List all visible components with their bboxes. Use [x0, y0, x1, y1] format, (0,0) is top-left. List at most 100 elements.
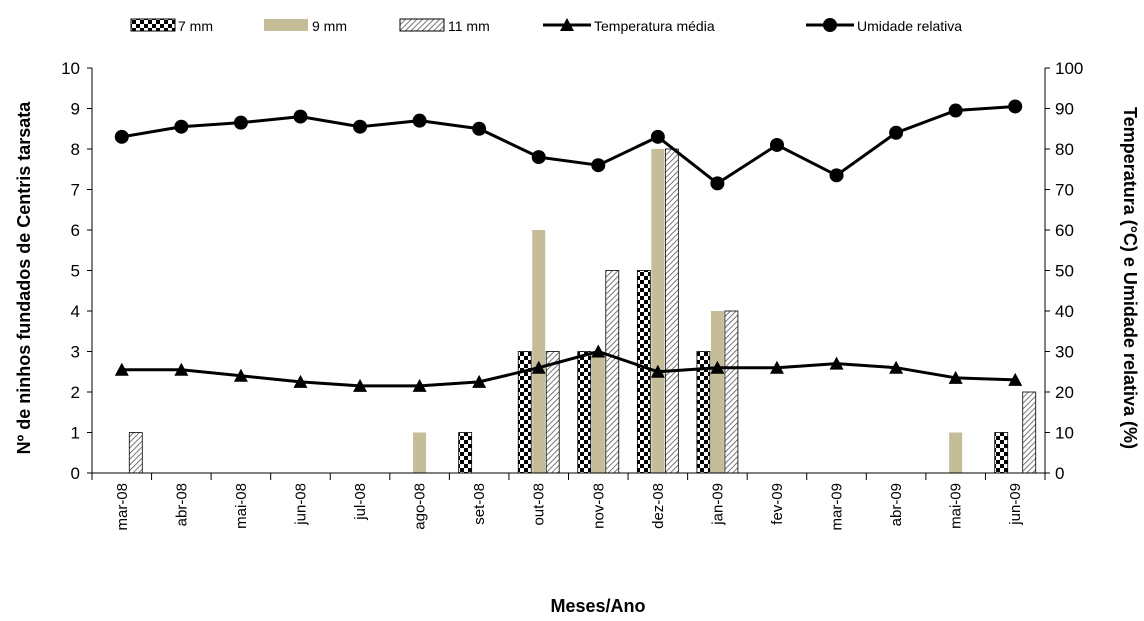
y-tick-label: 0 — [71, 464, 80, 483]
humidity-point-jul-08 — [353, 119, 368, 134]
y2-axis-title: Temperatura (°C) e Umidade relativa (%) — [1120, 107, 1140, 449]
humidity-point-mar-09 — [829, 168, 844, 183]
legend-swatch-9mm — [264, 19, 308, 31]
humidity-line — [121, 104, 1016, 185]
temperature-point-jul-08 — [353, 378, 368, 392]
bar-7mm-jun-09 — [994, 432, 1009, 474]
bar-9mm-jan-09 — [710, 311, 724, 473]
legend-label-umidade: Umidade relativa — [857, 18, 962, 34]
legend-swatch-7mm — [130, 18, 176, 32]
temperature-point-set-08 — [472, 374, 487, 388]
y-tick-label: 3 — [71, 343, 80, 362]
bar-7mm-nov-08 — [577, 351, 592, 474]
y2-tick-label: 40 — [1055, 302, 1074, 321]
temperature-point-jan-09 — [710, 360, 725, 374]
y2-tick-label: 90 — [1055, 100, 1074, 119]
x-tick-label: abr-08 — [173, 483, 190, 526]
humidity-point-mar-08 — [114, 129, 129, 144]
temperature-point-abr-09 — [889, 360, 904, 374]
x-tick-label: fev-09 — [769, 483, 786, 525]
bar-9mm-mai-09 — [949, 432, 963, 473]
y-tick-label: 10 — [61, 59, 80, 78]
legend-label-9mm: 9 mm — [312, 18, 347, 34]
x-tick-label: jul-08 — [352, 483, 369, 521]
bar-7mm-dez-08 — [636, 270, 651, 474]
y-tick-label: 7 — [71, 181, 80, 200]
legend-label-7mm: 7 mm — [178, 18, 213, 34]
bar-9mm-dez-08 — [651, 149, 665, 473]
legend-triangle-marker — [560, 18, 574, 31]
y2-tick-label: 20 — [1055, 383, 1074, 402]
bar-7mm-set-08 — [458, 432, 473, 474]
bar-9mm-ago-08 — [413, 432, 427, 473]
y2-tick-label: 70 — [1055, 181, 1074, 200]
x-tick-label: dez-08 — [650, 483, 667, 529]
temperature-point-mar-08 — [114, 362, 129, 376]
humidity-point-jun-09 — [1008, 99, 1023, 114]
humidity-point-jan-09 — [710, 176, 725, 191]
bar-9mm-out-08 — [532, 230, 546, 473]
legend: 7 mm 9 mm 11 mm Temperatura média Umidad… — [130, 18, 962, 34]
humidity-point-mai-08 — [233, 115, 248, 130]
x-tick-label: jun-08 — [292, 483, 309, 526]
legend-label-temperatura: Temperatura média — [594, 18, 715, 34]
bar-11mm-jun-09 — [1022, 391, 1037, 474]
temperature-point-mar-09 — [829, 356, 844, 370]
y2-tick-label: 100 — [1055, 59, 1083, 78]
temperature-line — [121, 350, 1016, 388]
temperature-point-ago-08 — [412, 378, 427, 392]
y-tick-label: 1 — [71, 424, 80, 443]
y-tick-label: 9 — [71, 100, 80, 119]
x-tick-label: mai-09 — [948, 483, 965, 529]
temperature-point-dez-08 — [650, 364, 665, 378]
humidity-point-set-08 — [472, 121, 487, 136]
legend-item-7mm: 7 mm — [130, 18, 213, 34]
humidity-point-abr-08 — [174, 119, 189, 134]
legend-label-11mm: 11 mm — [448, 18, 490, 34]
temperature-point-jun-09 — [1008, 372, 1023, 386]
y-tick-label: 4 — [71, 302, 80, 321]
humidity-point-dez-08 — [650, 129, 665, 144]
bar-11mm-out-08 — [545, 351, 560, 474]
humidity-point-fev-09 — [769, 137, 784, 152]
legend-item-temperatura: Temperatura média — [543, 18, 715, 34]
y-tick-label: 2 — [71, 383, 80, 402]
temperature-point-out-08 — [531, 360, 546, 374]
humidity-point-nov-08 — [591, 158, 606, 173]
y2-tick-label: 60 — [1055, 221, 1074, 240]
x-axis-title: Meses/Ano — [550, 596, 645, 616]
y-axis-title: Nº de ninhos fundados de Centris tarsata — [14, 101, 34, 455]
temperature-point-jun-08 — [293, 374, 308, 388]
legend-item-9mm: 9 mm — [264, 18, 347, 34]
x-tick-label: ago-08 — [412, 483, 429, 530]
bar-9mm-nov-08 — [591, 351, 605, 473]
humidity-point-jun-08 — [293, 109, 308, 124]
temperature-point-fev-09 — [769, 360, 784, 374]
bar-11mm-nov-08 — [605, 270, 620, 474]
bar-11mm-jan-09 — [724, 310, 739, 474]
y-tick-label: 8 — [71, 140, 80, 159]
humidity-point-abr-09 — [889, 125, 904, 140]
x-tick-label: nov-08 — [590, 483, 607, 529]
legend-item-umidade: Umidade relativa — [806, 18, 962, 34]
humidity-point-mai-09 — [948, 103, 963, 118]
x-tick-label: set-08 — [471, 483, 488, 525]
legend-swatch-11mm — [399, 18, 445, 32]
x-tick-label: mai-08 — [233, 483, 250, 529]
temperature-point-nov-08 — [591, 344, 606, 358]
legend-item-11mm: 11 mm — [399, 18, 490, 34]
temperature-point-mai-08 — [233, 368, 248, 382]
legend-circle-marker — [823, 18, 837, 32]
y2-tick-label: 10 — [1055, 424, 1074, 443]
temperature-point-mai-09 — [948, 370, 963, 384]
x-tick-label: mar-08 — [114, 483, 131, 531]
bar-11mm-mar-08 — [128, 432, 143, 474]
y2-tick-label: 30 — [1055, 343, 1074, 362]
y2-tick-label: 50 — [1055, 262, 1074, 281]
y2-tick-label: 0 — [1055, 464, 1064, 483]
bar-11mm-dez-08 — [664, 148, 679, 474]
x-tick-label: mar-09 — [829, 483, 846, 531]
x-tick-label: abr-09 — [888, 483, 905, 526]
y-tick-label: 6 — [71, 221, 80, 240]
humidity-point-out-08 — [531, 150, 546, 165]
